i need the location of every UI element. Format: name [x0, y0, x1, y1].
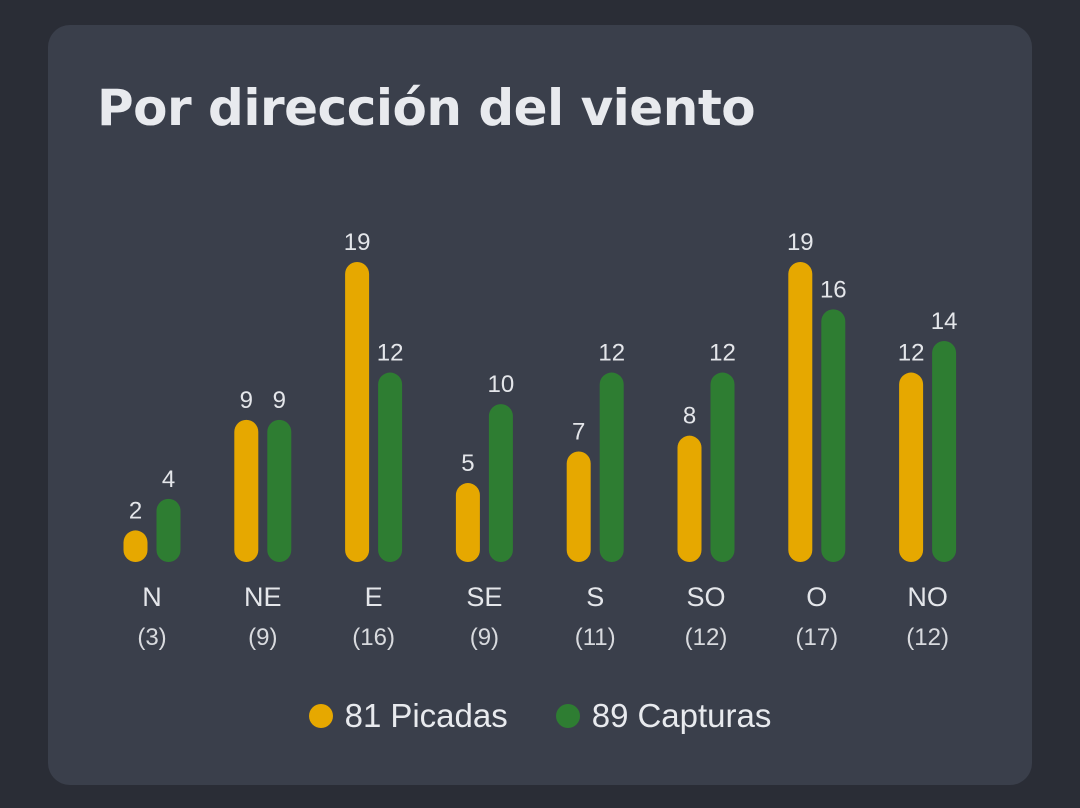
bar-picadas-n[interactable] — [123, 530, 148, 562]
category-count-e: (16) — [352, 624, 395, 651]
chart-card: Por dirección del viento 2 4 N (3) 9 9 NE (9) 19… — [48, 25, 1032, 785]
value-label-picadas-ne: 9 — [240, 387, 253, 414]
category-label-no: NO — [907, 582, 948, 612]
bar-capturas-o[interactable] — [821, 309, 846, 562]
value-label-picadas-so: 8 — [683, 403, 696, 430]
category-count-se: (9) — [470, 624, 499, 651]
bar-picadas-o[interactable] — [788, 262, 813, 562]
category-label-e: E — [365, 582, 383, 612]
bar-capturas-s[interactable] — [599, 372, 624, 562]
legend: 81 Picadas 89 Capturas — [48, 691, 1032, 741]
bar-picadas-e[interactable] — [345, 262, 370, 562]
value-label-capturas-ne: 9 — [273, 387, 286, 414]
value-label-picadas-s: 7 — [572, 418, 585, 445]
bar-capturas-n[interactable] — [156, 498, 181, 562]
bar-group-se: 5 10 SE (9) — [455, 371, 515, 651]
legend-item-picadas[interactable]: 81 Picadas — [308, 697, 508, 735]
category-label-ne: NE — [244, 582, 282, 612]
value-label-picadas-no: 12 — [898, 340, 925, 367]
category-count-so: (12) — [685, 624, 728, 651]
category-count-n: (3) — [137, 624, 166, 651]
category-label-so: SO — [686, 582, 725, 612]
bar-picadas-no[interactable] — [899, 372, 924, 562]
category-label-s: S — [586, 582, 604, 612]
category-label-se: SE — [466, 582, 502, 612]
value-label-picadas-o: 19 — [787, 229, 814, 256]
category-count-no: (12) — [906, 624, 949, 651]
value-label-capturas-n: 4 — [162, 466, 175, 493]
value-label-capturas-se: 10 — [488, 371, 515, 398]
bar-picadas-ne[interactable] — [234, 419, 259, 562]
value-label-picadas-n: 2 — [129, 497, 142, 524]
legend-label-capturas: Capturas — [637, 697, 772, 734]
legend-item-capturas[interactable]: 89 Capturas — [555, 697, 772, 735]
legend-dot-capturas — [555, 704, 580, 728]
category-count-s: (11) — [575, 624, 616, 651]
category-label-n: N — [142, 582, 162, 612]
chart-title: Por dirección del viento — [97, 79, 756, 137]
legend-count-capturas: 89 — [591, 697, 629, 734]
bar-group-s: 7 12 S (11) — [566, 340, 625, 651]
value-label-capturas-s: 12 — [598, 340, 625, 367]
bar-group-n: 24 N (3) — [123, 466, 181, 651]
bar-group-e: 19 12 E (16) — [344, 229, 404, 651]
value-label-capturas-e: 12 — [377, 340, 404, 367]
category-count-o: (17) — [795, 624, 838, 651]
category-count-ne: (9) — [248, 624, 277, 651]
bar-group-ne: 9 9 NE (9) — [234, 387, 292, 651]
bar-picadas-se[interactable] — [455, 483, 480, 562]
value-label-capturas-no: 14 — [931, 308, 958, 335]
bar-picadas-so[interactable] — [677, 435, 702, 562]
category-label-o: O — [806, 582, 827, 612]
bar-group-so: 8 12 SO (12) — [677, 340, 736, 651]
legend-count-picadas: 81 — [344, 697, 382, 734]
bar-picadas-s[interactable] — [566, 451, 591, 562]
bar-capturas-no[interactable] — [932, 340, 957, 562]
bar-capturas-ne[interactable] — [267, 419, 292, 562]
value-label-capturas-so: 12 — [709, 340, 736, 367]
bar-capturas-e[interactable] — [378, 372, 403, 562]
legend-label-picadas: Picadas — [390, 697, 508, 734]
bar-capturas-se[interactable] — [488, 404, 513, 562]
value-label-capturas-o: 16 — [820, 276, 847, 303]
legend-dot-picadas — [308, 704, 333, 728]
bar-chart: 24 N (3) 9 9 NE (9) 19 12 E (16) 5 10 SE (9) 7 12 S (11) 8 1… — [123, 229, 958, 651]
value-label-picadas-se: 5 — [461, 450, 474, 477]
bar-capturas-so[interactable] — [710, 372, 735, 562]
value-label-picadas-e: 19 — [344, 229, 371, 256]
